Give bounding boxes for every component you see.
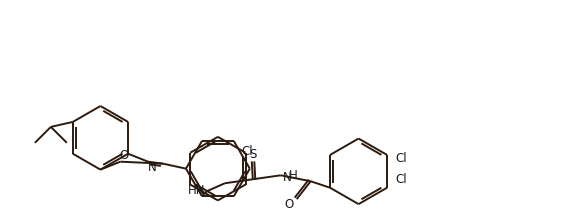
Text: O: O [284, 198, 293, 211]
Text: N: N [148, 161, 157, 174]
Text: S: S [249, 148, 256, 161]
Text: HN: HN [187, 184, 205, 197]
Text: Cl: Cl [395, 173, 407, 186]
Text: H: H [289, 169, 298, 182]
Text: Cl: Cl [242, 145, 253, 158]
Text: N: N [282, 171, 292, 184]
Text: O: O [120, 149, 129, 162]
Text: Cl: Cl [395, 152, 407, 165]
